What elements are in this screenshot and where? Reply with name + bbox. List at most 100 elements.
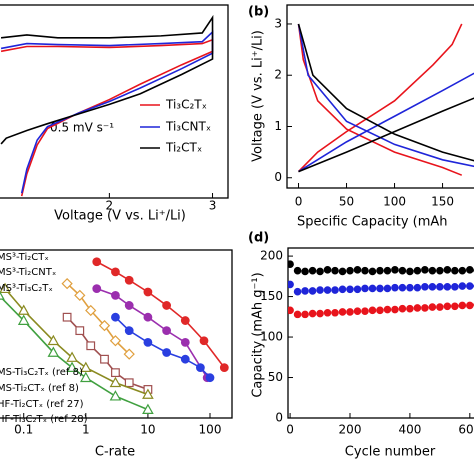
legend-label: MS³-Ti₂CTₓ — [0, 252, 49, 263]
legend-label: MS-Ti₃C₂Tₓ (ref 8) — [0, 367, 83, 378]
point — [368, 284, 377, 293]
point — [301, 287, 309, 295]
point — [316, 309, 324, 318]
point — [451, 302, 459, 311]
point — [92, 257, 102, 267]
point — [451, 266, 459, 275]
point — [443, 302, 452, 311]
y-tick-label: 0 — [274, 170, 282, 184]
plot-area — [0, 14, 214, 197]
point — [74, 289, 86, 302]
point — [421, 266, 429, 274]
point — [428, 266, 437, 275]
panel-label: (b) — [248, 5, 269, 20]
point — [391, 266, 399, 274]
legend-label: MS³-Ti₂CNTₓ — [0, 267, 56, 278]
point — [288, 280, 294, 289]
point — [66, 361, 78, 372]
y-axis-label: Voltage (V vs. Li⁺/Li) — [251, 30, 266, 162]
x-tick-label: 600 — [458, 423, 474, 437]
point — [338, 285, 347, 294]
point — [123, 348, 135, 360]
point — [421, 283, 429, 291]
point — [0, 282, 11, 294]
series-line — [297, 23, 474, 162]
point — [398, 304, 407, 313]
legend-label: MS-Ti₂CTₓ (ref 8) — [0, 383, 79, 394]
panel: 0.1 1 10 100 C-rate MS³-Ti₃C₂Tₓ MS³-Ti₂CNTₓ MS³… — [0, 249, 233, 460]
point — [17, 314, 30, 325]
x-tick-label: 2 — [106, 199, 114, 213]
x-tick-label: 200 — [339, 423, 362, 437]
point — [346, 308, 354, 316]
point — [162, 301, 172, 310]
y-tick-label: 100 — [260, 330, 283, 344]
point — [361, 284, 369, 293]
point — [180, 354, 190, 364]
point — [323, 266, 332, 274]
point — [75, 326, 85, 336]
point — [338, 308, 347, 316]
point — [162, 348, 172, 357]
point — [466, 301, 474, 310]
plot-frame — [0, 4, 229, 199]
point — [17, 304, 30, 315]
panel: 0 200 400 600 0 50 100 150 200 Cycle number Capaci… — [248, 231, 474, 460]
point — [466, 266, 474, 274]
point — [458, 266, 467, 275]
x-tick-label: 100 — [383, 195, 406, 209]
point — [86, 341, 96, 351]
point — [143, 312, 153, 322]
plot-area — [297, 23, 474, 176]
point — [376, 306, 384, 315]
point — [331, 286, 339, 294]
point — [143, 287, 153, 297]
plot-frame — [286, 4, 474, 189]
point — [288, 306, 294, 315]
point — [62, 312, 72, 322]
point — [293, 287, 302, 296]
point — [66, 351, 78, 362]
point — [361, 307, 369, 315]
point — [436, 266, 444, 275]
series-line — [298, 72, 474, 173]
point — [316, 267, 324, 276]
point — [92, 284, 102, 294]
x-tick-label: 10 — [140, 423, 155, 437]
point — [100, 354, 109, 364]
panel: 2 3 Voltage (V vs. Li⁺/Li) 0.5 mV s⁻¹ Ti₃C₂T… — [0, 4, 229, 224]
point — [162, 326, 172, 336]
legend-label: HF-Ti₂CTₓ (ref 27) — [0, 399, 84, 410]
x-tick-label: 1 — [82, 423, 90, 437]
series-line — [0, 30, 214, 194]
y-tick-label: 2 — [274, 68, 282, 82]
series-line — [0, 38, 214, 197]
point — [353, 285, 362, 294]
plot-area — [288, 260, 474, 319]
point — [413, 266, 422, 275]
plot-frame — [287, 247, 474, 419]
point — [111, 290, 120, 300]
point — [98, 319, 111, 332]
point — [323, 286, 332, 294]
x-tick-label: 0 — [295, 195, 303, 209]
annotation: 0.5 mV s⁻¹ — [50, 121, 114, 135]
x-tick-label: 0 — [286, 423, 294, 437]
point — [443, 266, 452, 274]
point — [323, 308, 332, 317]
point — [109, 376, 122, 388]
point — [376, 266, 384, 275]
point — [79, 361, 92, 372]
y-tick-label: 50 — [268, 370, 283, 384]
x-tick-label: 400 — [398, 423, 421, 437]
point — [111, 267, 120, 277]
point — [143, 338, 153, 347]
point — [368, 267, 377, 276]
point — [195, 363, 205, 373]
point — [436, 303, 444, 311]
point — [406, 304, 414, 313]
point — [293, 266, 302, 275]
series-line — [298, 97, 474, 173]
panel-label: (d) — [248, 231, 269, 246]
point — [428, 283, 437, 291]
